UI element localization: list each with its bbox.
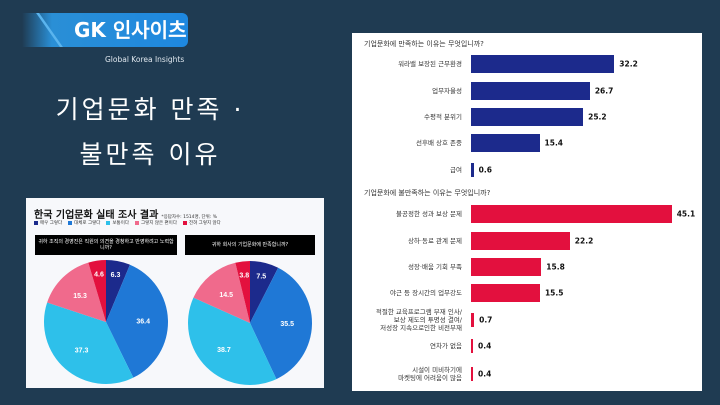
dissatisfied-bar [471, 339, 473, 353]
pie2-data-label: 3.8 [239, 272, 249, 279]
pie2-slice [250, 267, 312, 380]
satisfied-value-label: 25.2 [588, 112, 607, 122]
satisfied-bar [471, 134, 540, 152]
pie1-slice [106, 264, 168, 378]
pie1-data-label: 15.3 [73, 293, 87, 300]
dissatisfied-bar [471, 313, 475, 327]
pie1-data-label: 6.3 [111, 272, 121, 279]
legend-item: 전혀 그렇지 않다 [182, 220, 221, 226]
page-title-line1: 기업문화 만족 · [55, 95, 245, 124]
dissatisfied-value-label: 0.4 [478, 369, 492, 379]
legend-item: 매우 그렇다 [34, 220, 62, 226]
pie1-data-label: 37.3 [75, 348, 89, 355]
dissatisfied-category-label: 상하·동료 관계 문제 [407, 236, 462, 245]
satisfied-value-label: 15.4 [544, 138, 564, 148]
dissatisfied-value-label: 15.5 [544, 288, 564, 298]
dissatisfied-question: 기업문화에 불만족하는 이유는 무엇입니까? [364, 189, 491, 197]
satisfied-value-label: 26.7 [594, 86, 614, 96]
satisfied-category-label: 수평적 분위기 [424, 112, 462, 121]
pie-note: *응답자수: 1514명, 단위: % [161, 215, 218, 220]
legend-item: 그렇지 않은 편이다 [134, 220, 177, 226]
pie2-slice [250, 261, 279, 323]
legend-item: 대체로 그렇다 [68, 220, 100, 226]
dissatisfied-value-label: 0.7 [479, 315, 493, 325]
dissatisfied-value-label: 45.1 [676, 209, 696, 219]
dissatisfied-value-label: 0.4 [478, 341, 492, 351]
pie1-data-label: 4.6 [94, 272, 104, 279]
dissatisfied-value-label: 22.2 [574, 236, 594, 246]
pie2-question: 귀하 회사의 기업문화에 만족합니까? [185, 235, 315, 255]
satisfied-bar [471, 55, 615, 73]
pie2-data-label: 38.7 [217, 347, 231, 354]
page-title-line2: 불만족 이유 [79, 140, 221, 169]
gk-insights-logo: GK 인사이츠 [22, 13, 188, 47]
pie2-data-label: 14.5 [219, 292, 233, 299]
dissatisfied-category-label: 성장·배움 기회 부족 [407, 262, 462, 271]
bar-chart-panel: 기업문화에 만족하는 이유는 무엇입니까? 기업문화에 불만족하는 이유는 무엇… [352, 33, 702, 391]
dissatisfied-bar [471, 232, 570, 250]
pie-legend: 매우 그렇다 대체로 그렇다 보통이다 그렇지 않은 편이다 전혀 그렇지 않다 [34, 220, 221, 226]
satisfied-category-label: 선후배 상호 존중 [416, 138, 462, 147]
pie1-question: 귀하 조직의 경영진은 직원의 의견을 경청하고 반영하려고 노력합니까? [35, 235, 177, 255]
pie-chart-panel: 한국 기업문화 실태 조사 결과 *응답자수: 1514명, 단위: % 매우 그… [26, 198, 324, 388]
dissatisfied-bar [471, 284, 540, 302]
satisfied-question: 기업문화에 만족하는 이유는 무엇입니까? [364, 40, 484, 48]
satisfied-category-label: 업무자율성 [432, 86, 462, 95]
satisfied-bar [471, 108, 584, 126]
satisfied-value-label: 32.2 [619, 59, 638, 69]
pie1-slice [43, 302, 134, 384]
pie-charts: 6.3 36.4 37.3 15.3 4.6 7.5 35.5 38.7 14.5 3.8 [43, 260, 312, 385]
pie1-slice [106, 260, 130, 322]
legend-item: 보통이다 [106, 220, 129, 226]
dissatisfied-category-label: 야근 등 장시간의 업무강도 [390, 288, 462, 297]
dissatisfied-category-label: 연차가 없음 [430, 341, 462, 350]
satisfied-category-label: 급여 [450, 165, 462, 174]
dissatisfied-category-label: 불공정한 성과 보상 문제 [396, 209, 462, 218]
pie2-data-label: 35.5 [280, 321, 294, 328]
pie2-slice [187, 297, 277, 385]
pie1-slice [88, 260, 106, 322]
pie2-slice [235, 261, 250, 323]
satisfied-bar [471, 82, 590, 100]
pie1-data-label: 36.4 [136, 318, 150, 325]
logo-tagline: Global Korea Insights [105, 55, 185, 64]
pie2-data-label: 7.5 [256, 273, 266, 280]
dissatisfied-category-label: 적절한 교육프로그램 부재 인사/ 보상 제도의 투명성 결여/ 저성장 지속으… [375, 307, 462, 333]
pie-panel-title: 한국 기업문화 실태 조사 결과 *응답자수: 1514명, 단위: % [34, 210, 218, 221]
pie1-slice [47, 262, 106, 322]
satisfied-bar [471, 163, 474, 177]
pie2-slice [193, 262, 250, 323]
dissatisfied-bar [471, 258, 542, 276]
dissatisfied-bar [471, 367, 473, 381]
satisfied-value-label: 0.6 [478, 165, 492, 175]
dissatisfied-category-label: 시설이 미비하기에 마켓팅에 어려움이 많음 [398, 365, 462, 382]
dissatisfied-value-label: 15.8 [546, 262, 565, 272]
satisfied-category-label: 워라밸 보장된 근무환경 [398, 59, 462, 68]
dissatisfied-bar [471, 205, 672, 223]
